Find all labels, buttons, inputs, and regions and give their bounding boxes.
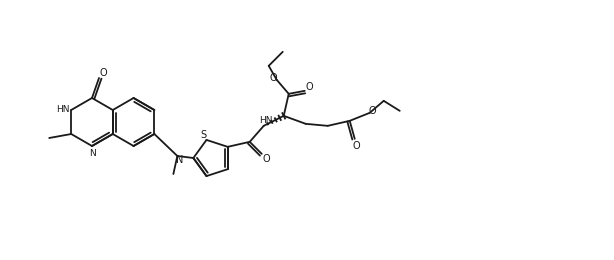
Text: HN: HN [258, 116, 272, 125]
Text: S: S [200, 130, 206, 140]
Text: N: N [176, 155, 183, 165]
Text: O: O [306, 82, 314, 92]
Text: N: N [88, 148, 95, 158]
Text: O: O [99, 68, 107, 78]
Text: O: O [353, 141, 360, 151]
Text: O: O [270, 73, 278, 83]
Text: O: O [263, 154, 271, 164]
Text: O: O [369, 106, 376, 116]
Text: HN: HN [56, 105, 69, 114]
